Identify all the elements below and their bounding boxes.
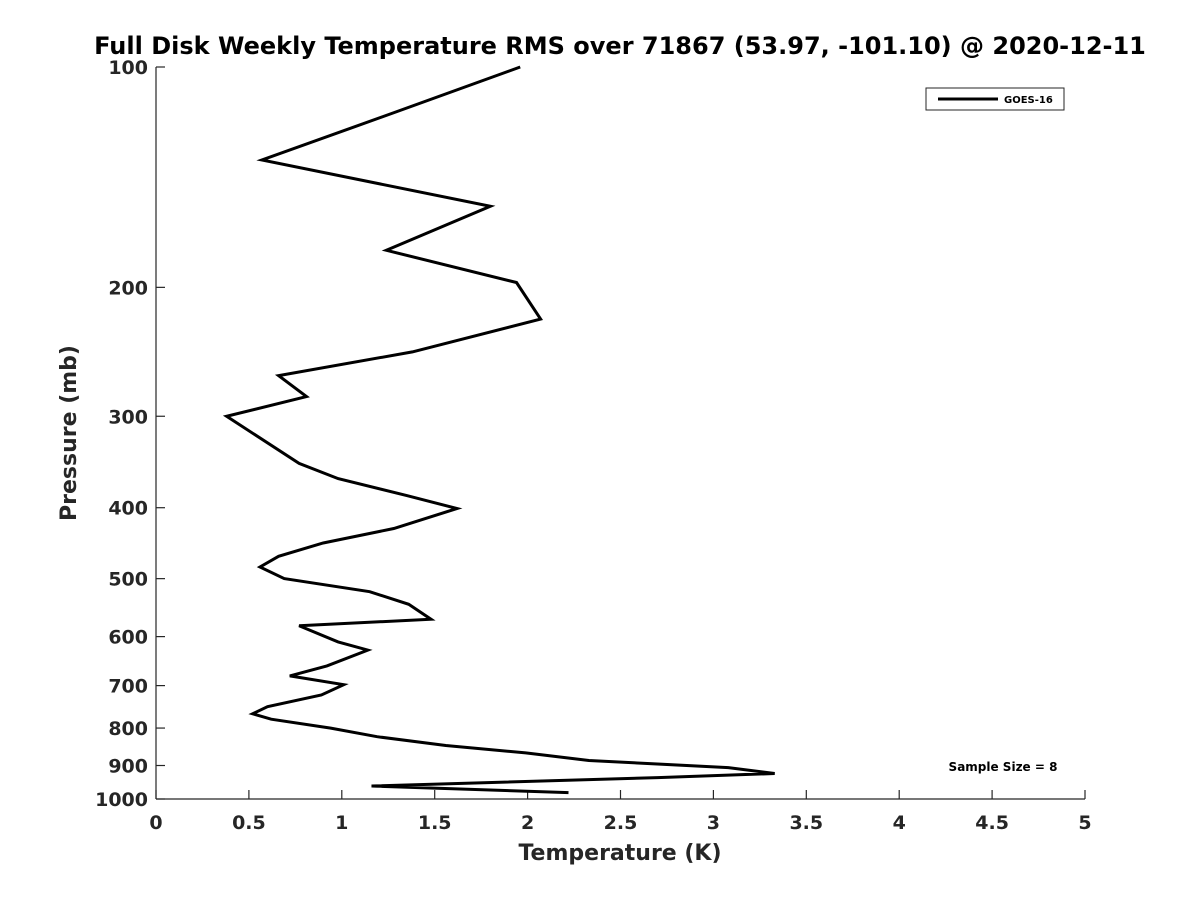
x-tick-label: 3.5	[789, 812, 823, 834]
y-tick-label: 800	[108, 718, 148, 740]
sample-size-annotation: Sample Size = 8	[949, 760, 1058, 774]
x-axis-ticks: 0 0.5 1 1.5 2 2.5 3 3.5 4 4.5 5	[149, 790, 1092, 834]
y-tick-label: 100	[108, 57, 148, 79]
x-tick-label: 5	[1078, 812, 1091, 834]
legend-label-goes-16: GOES-16	[1004, 95, 1053, 106]
y-tick-label: 400	[108, 498, 148, 520]
x-tick-label: 1	[335, 812, 348, 834]
y-axis-label: Pressure (mb)	[57, 345, 82, 521]
plot-area	[156, 67, 1085, 799]
x-tick-label: 3	[707, 812, 720, 834]
series-layer	[222, 65, 775, 795]
y-axis-ticks: 100 200 300 400 500 600 700 800 900 1000	[95, 57, 165, 811]
y-tick-label: 700	[108, 676, 148, 698]
x-tick-label: 4.5	[975, 812, 1009, 834]
x-tick-label: 0	[149, 812, 162, 834]
y-tick-label: 1000	[95, 789, 148, 811]
y-tick-label: 600	[108, 627, 148, 649]
series-line-goes-16	[222, 65, 775, 795]
x-axis-label: Temperature (K)	[518, 841, 721, 866]
y-tick-label: 300	[108, 406, 148, 428]
x-tick-label: 2	[521, 812, 534, 834]
x-tick-label: 2.5	[604, 812, 638, 834]
x-tick-label: 4	[893, 812, 906, 834]
y-tick-label: 900	[108, 756, 148, 778]
y-tick-label: 200	[108, 277, 148, 299]
y-tick-label: 500	[108, 569, 148, 591]
legend: GOES-16	[925, 87, 1065, 111]
x-tick-label: 1.5	[418, 812, 452, 834]
chart-title: Full Disk Weekly Temperature RMS over 71…	[94, 32, 1146, 60]
x-tick-label: 0.5	[232, 812, 266, 834]
